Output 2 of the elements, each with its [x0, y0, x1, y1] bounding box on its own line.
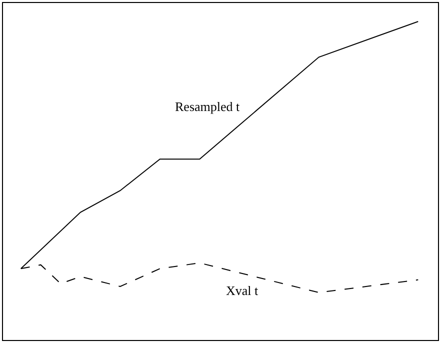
series-label: Xval t: [226, 283, 259, 298]
series-label: Resampled t: [175, 99, 240, 114]
